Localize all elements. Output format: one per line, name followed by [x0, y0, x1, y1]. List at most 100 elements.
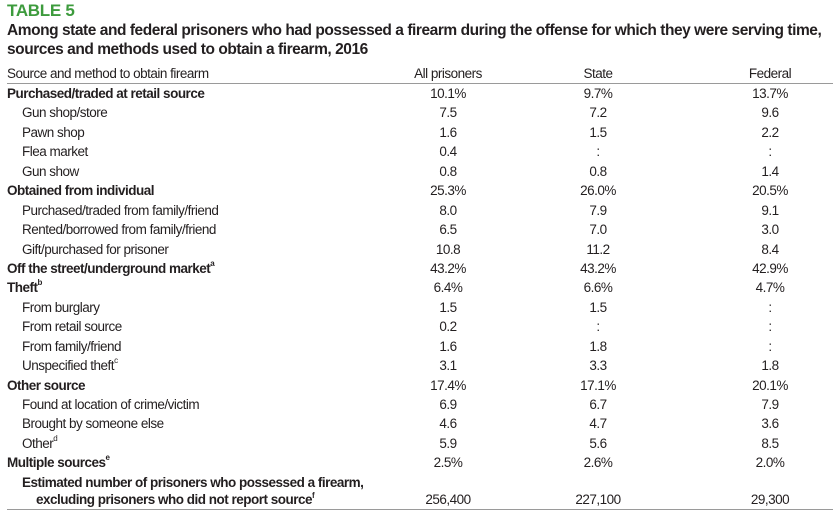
- row-label-text: Theft: [7, 280, 38, 296]
- row-label-text: Pawn shop: [22, 124, 85, 140]
- row-label: Brought by someone else: [22, 414, 164, 433]
- cell-federal: 2.0%: [755, 455, 785, 471]
- row-label-text: Off the street/underground market: [7, 260, 211, 276]
- row-label: Theftb: [7, 278, 42, 297]
- cell-all: 7.5: [439, 105, 457, 121]
- cell-all: 1.6: [439, 338, 457, 354]
- row-label-text: Brought by someone else: [22, 416, 164, 432]
- cell-state: 5.6: [589, 435, 607, 451]
- column-header-source: Source and method to obtain firearm: [7, 66, 209, 81]
- row-label-text: Multiple sources: [7, 455, 106, 471]
- row-label-text: Other source: [7, 377, 86, 393]
- table-number: TABLE 5: [7, 1, 75, 20]
- row-label-text: Flea market: [22, 144, 88, 160]
- footnote-marker: a: [210, 258, 215, 268]
- row-label: Flea market: [22, 142, 88, 161]
- cell-all: 0.8: [439, 163, 457, 179]
- cell-all: 17.4%: [430, 377, 466, 393]
- cell-state: 17.1%: [580, 377, 616, 393]
- cell-all: 6.4%: [433, 280, 463, 296]
- row-label: Gun show: [22, 162, 79, 181]
- cell-federal: 13.7%: [752, 86, 788, 101]
- row-label-text: Gift/purchased for prisoner: [22, 241, 169, 257]
- row-label-text: From family/friend: [22, 338, 122, 354]
- row-label-text: Unspecified theft: [22, 358, 115, 374]
- table-row: Gift/purchased for prisoner 10.8 11.2 8.4: [7, 240, 833, 259]
- cell-state: 4.7: [589, 416, 607, 432]
- cell-federal: 9.1: [761, 202, 779, 218]
- table-row: Gun shop/store 7.5 7.2 9.6: [7, 103, 833, 122]
- table-row: From burglary 1.5 1.5:: [7, 298, 833, 317]
- total-row-label: Estimated number of prisoners who posses…: [22, 474, 364, 508]
- data-table: Source and method to obtain firearm All …: [7, 64, 833, 510]
- table-row: From family/friend 1.6 1.8:: [7, 337, 833, 356]
- row-label: Otherd: [22, 434, 58, 453]
- cell-federal: 3.0: [761, 222, 779, 238]
- row-label-text: From burglary: [22, 299, 100, 315]
- row-label: From retail source: [22, 317, 122, 336]
- total-all: 256,400: [425, 491, 471, 507]
- column-header-all: All prisoners: [414, 66, 482, 81]
- total-label-line2: excluding prisoners who did not report s…: [36, 491, 313, 507]
- cell-federal: 7.9: [761, 397, 779, 412]
- row-label: Unspecified theftc: [22, 356, 118, 375]
- cell-all: 0.2: [439, 319, 457, 335]
- row-label: Off the street/underground marketa: [7, 258, 215, 278]
- row-label-text: From retail source: [22, 319, 122, 335]
- total-state: 227,100: [575, 491, 621, 507]
- cell-all: 10.1%: [430, 86, 466, 101]
- cell-state: :: [596, 319, 600, 335]
- cell-all: 6.5: [439, 222, 457, 238]
- table-row: Brought by someone else 4.6 4.7 3.6: [7, 414, 833, 433]
- cell-federal: :: [768, 338, 772, 354]
- row-label: Rented/borrowed from family/friend: [22, 220, 216, 239]
- table-row: Rented/borrowed from family/friend 6.5 7.0…: [7, 220, 833, 239]
- cell-federal: 20.1%: [752, 377, 788, 393]
- table-row: Otherd 5.9 5.6 8.5: [7, 434, 833, 453]
- table-row: From retail source 0.2::: [7, 317, 833, 336]
- table-row: Theftb 6.4% 6.6% 4.7%: [7, 278, 833, 297]
- row-label-text: Other: [22, 435, 54, 451]
- table-row: Multiple sourcese 2.5% 2.6% 2.0%: [7, 453, 833, 472]
- table-row: Purchased/traded from family/friend 8.0 7.…: [7, 201, 833, 220]
- cell-state: 1.5: [589, 299, 607, 315]
- cell-all: 2.5%: [433, 455, 463, 471]
- cell-state: 7.0: [589, 222, 607, 238]
- table-row: Found at location of crime/victim 6.9 6.7 7…: [7, 395, 833, 414]
- footnote-marker: e: [105, 453, 110, 463]
- footnote-marker: f: [312, 490, 315, 500]
- cell-federal: 20.5%: [752, 183, 788, 199]
- cell-state: 7.9: [589, 202, 607, 218]
- cell-federal: 9.6: [761, 105, 779, 121]
- table-row: Flea market 0.4::: [7, 142, 833, 161]
- cell-federal: 42.9%: [752, 260, 788, 276]
- row-label: Other source: [7, 376, 86, 395]
- cell-federal: :: [768, 299, 772, 315]
- cell-state: 1.8: [589, 338, 607, 354]
- cell-federal: :: [768, 144, 772, 160]
- row-label-text: Gun show: [22, 163, 79, 179]
- cell-all: 5.9: [439, 435, 457, 451]
- cell-federal: 8.5: [761, 435, 779, 451]
- cell-federal: 3.6: [761, 416, 779, 432]
- cell-federal: 2.2: [761, 124, 779, 140]
- row-label-text: Obtained from individual: [7, 183, 155, 199]
- table-row: Purchased/traded at retail source 10.1% 9.…: [7, 84, 833, 103]
- table-row: Obtained from individual 25.3% 26.0% 20.5%: [7, 181, 833, 200]
- cell-federal: 1.4: [761, 163, 779, 179]
- column-header-federal: Federal: [748, 66, 792, 81]
- row-label: Obtained from individual: [7, 181, 155, 200]
- cell-all: 43.2%: [430, 260, 466, 276]
- cell-all: 3.1: [439, 358, 457, 374]
- cell-state: 11.2: [586, 241, 610, 257]
- cell-state: :: [596, 144, 600, 160]
- cell-state: 1.5: [589, 124, 607, 140]
- total-federal: 29,300: [750, 491, 790, 507]
- cell-all: 6.9: [439, 397, 457, 412]
- row-label: Pawn shop: [22, 123, 85, 142]
- cell-all: 10.8: [435, 241, 461, 257]
- table-row: Pawn shop 1.6 1.5 2.2: [7, 123, 833, 142]
- table-row: Gun show 0.8 0.8 1.4: [7, 162, 833, 181]
- row-label: Multiple sourcese: [7, 453, 110, 472]
- cell-state: 6.6%: [583, 280, 613, 296]
